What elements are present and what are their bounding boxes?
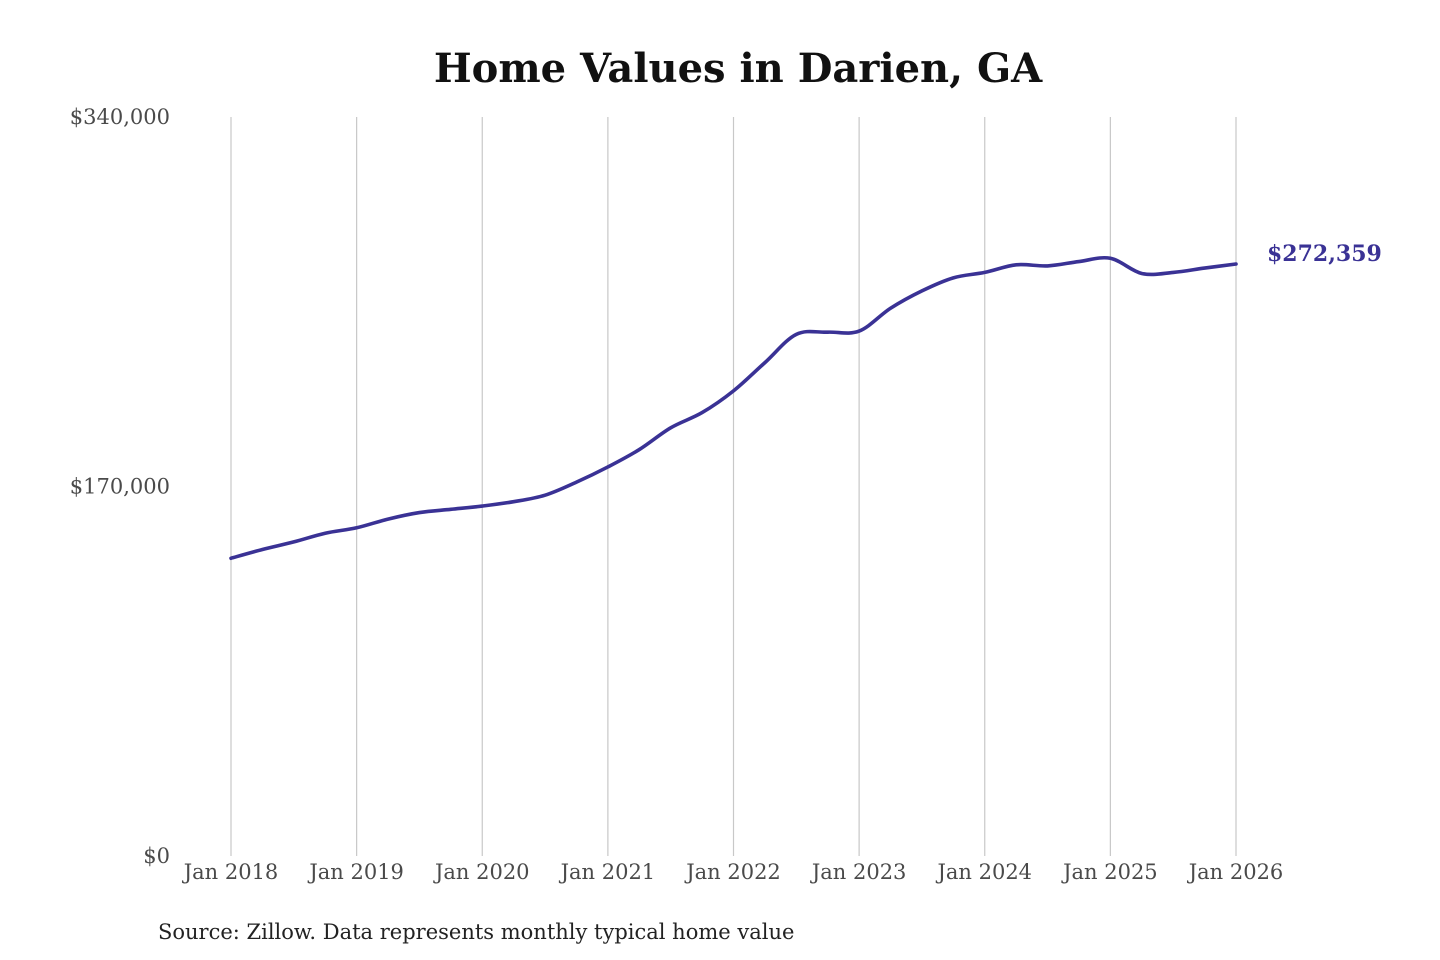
x-tick-label: Jan 2018 <box>182 860 279 884</box>
x-tick-label: Jan 2025 <box>1061 860 1158 884</box>
x-tick-label: Jan 2024 <box>935 860 1032 884</box>
series-layer <box>229 255 1238 561</box>
x-tick-label: Jan 2022 <box>684 860 781 884</box>
source-note: Source: Zillow. Data represents monthly … <box>158 920 794 944</box>
x-axis: Jan 2018 Jan 2019 Jan 2020 Jan 2021 Jan 2022… <box>182 860 1284 884</box>
x-tick-label: Jan 2026 <box>1187 860 1284 884</box>
y-axis: $0 $170,000 $340,000 <box>70 105 170 868</box>
chart-title: Home Values in Darien, GA <box>434 45 1043 92</box>
y-tick-label: $0 <box>143 844 170 868</box>
x-tick-label: Jan 2021 <box>559 860 656 884</box>
vertical-gridlines <box>230 117 1237 856</box>
series-line <box>229 255 1238 561</box>
y-tick-label: $170,000 <box>70 475 170 499</box>
end-value-label: $272,359 <box>1267 241 1382 267</box>
x-tick-label: Jan 2020 <box>433 860 530 884</box>
annotations: $272,359 <box>1267 241 1382 267</box>
x-tick-label: Jan 2023 <box>810 860 907 884</box>
x-tick-label: Jan 2019 <box>307 860 404 884</box>
y-tick-label: $340,000 <box>70 105 170 129</box>
